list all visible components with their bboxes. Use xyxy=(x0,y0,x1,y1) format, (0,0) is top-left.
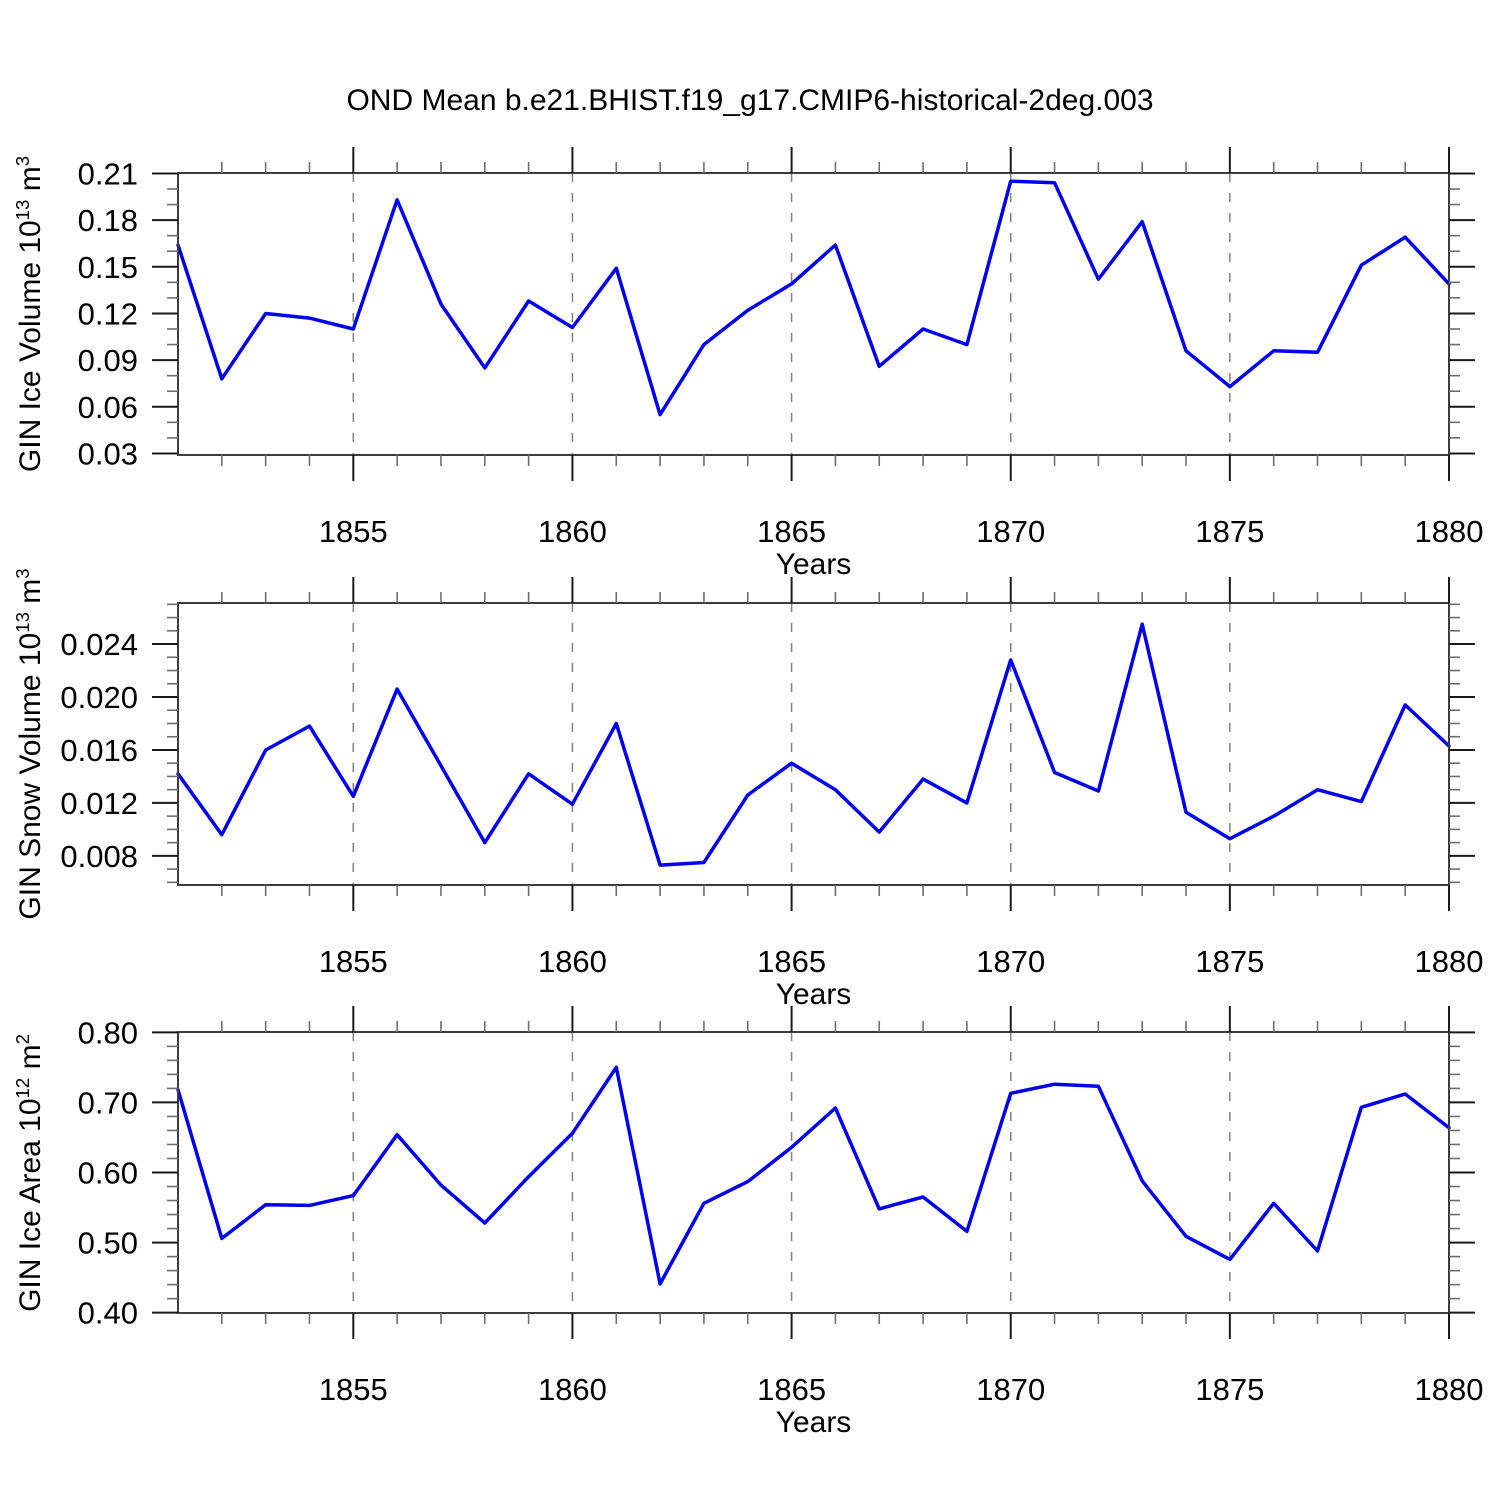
x-tick-label: 1880 xyxy=(1415,514,1484,549)
data-line xyxy=(176,179,1451,417)
plot-gin-ice-area: 0.40 0.50 0.60 0.70 0.80 1855 1860 1865 1870 1875… xyxy=(78,1006,1484,1407)
y-tick-label: 0.09 xyxy=(78,343,138,378)
x-tick-label: 1875 xyxy=(1195,1372,1264,1407)
y-tick-label: 0.024 xyxy=(60,627,138,662)
plot-gin-ice-volume: 0.03 0.06 0.09 0.12 0.15 0.18 0.21 1855 1860 1865… xyxy=(78,147,1484,549)
plot-frame xyxy=(177,602,1450,886)
plot-frame xyxy=(177,172,1450,456)
y-title-unit: m xyxy=(14,578,47,604)
y-axis-title-ice-area: GIN Ice Area 1012 m2 xyxy=(0,1032,62,1313)
y-title-unit-exponent: 2 xyxy=(12,1033,33,1044)
y-tick-label: 0.50 xyxy=(78,1226,138,1261)
y-tick-label: 0.008 xyxy=(60,839,138,874)
y-tick-label: 0.80 xyxy=(78,1015,138,1050)
y-title-unit: m xyxy=(14,1043,47,1069)
x-axis-title-1: Years xyxy=(775,548,852,581)
x-tick-label: 1870 xyxy=(976,944,1045,979)
x-tick-label: 1870 xyxy=(976,514,1045,549)
x-axis-title-3: Years xyxy=(775,1406,852,1439)
y-axis-title-snow-volume: GIN Snow Volume 1013 m3 xyxy=(0,568,62,919)
y-axis-title-ice-volume: GIN Ice Volume 1013 m3 xyxy=(0,156,62,472)
x-tick-label: 1865 xyxy=(757,1372,826,1407)
x-tick-label: 1860 xyxy=(538,514,607,549)
x-tick-label: 1880 xyxy=(1415,1372,1484,1407)
x-tick-label: 1855 xyxy=(319,1372,388,1407)
x-axis-title-2: Years xyxy=(775,978,852,1011)
x-tick-label: 1860 xyxy=(538,1372,607,1407)
x-tick-label: 1855 xyxy=(319,944,388,979)
x-tick-label: 1875 xyxy=(1195,514,1264,549)
y-title-text: GIN Snow Volume 10 xyxy=(14,632,47,920)
y-tick-label: 0.016 xyxy=(60,733,138,768)
y-title-exponent: 13 xyxy=(12,199,33,221)
x-tick-label: 1855 xyxy=(319,514,388,549)
y-tick-label: 0.15 xyxy=(78,250,138,285)
y-title-exponent: 12 xyxy=(12,1077,33,1098)
data-line xyxy=(176,622,1451,867)
y-title-text: GIN Ice Area 10 xyxy=(14,1097,47,1312)
y-tick-label: 0.020 xyxy=(60,680,138,715)
x-tick-label: 1875 xyxy=(1195,944,1264,979)
y-tick-label: 0.03 xyxy=(78,436,138,471)
x-tick-label: 1880 xyxy=(1415,944,1484,979)
y-title-text: GIN Ice Volume 10 xyxy=(14,220,47,473)
plot-gin-snow-volume: 0.008 0.012 0.016 0.020 0.024 1855 1860 1865 187… xyxy=(60,577,1483,979)
x-tick-label: 1865 xyxy=(757,944,826,979)
y-tick-label: 0.60 xyxy=(78,1156,138,1191)
x-tick-label: 1870 xyxy=(976,1372,1045,1407)
y-tick-label: 0.40 xyxy=(78,1296,138,1331)
y-tick-label: 0.12 xyxy=(78,296,138,331)
y-title-unit-exponent: 3 xyxy=(12,155,33,167)
y-tick-label: 0.06 xyxy=(78,390,138,425)
y-tick-label: 0.70 xyxy=(78,1085,138,1120)
figure-title: OND Mean b.e21.BHIST.f19_g17.CMIP6-histo… xyxy=(346,84,1154,117)
y-title-exponent: 13 xyxy=(12,612,33,633)
y-tick-label: 0.21 xyxy=(78,156,138,191)
data-line xyxy=(176,1065,1451,1286)
x-tick-label: 1865 xyxy=(757,514,826,549)
y-title-unit: m xyxy=(14,166,47,192)
y-tick-label: 0.18 xyxy=(78,203,138,238)
y-title-unit-exponent: 3 xyxy=(12,568,33,579)
y-tick-label: 0.012 xyxy=(60,786,138,821)
x-tick-label: 1860 xyxy=(538,944,607,979)
